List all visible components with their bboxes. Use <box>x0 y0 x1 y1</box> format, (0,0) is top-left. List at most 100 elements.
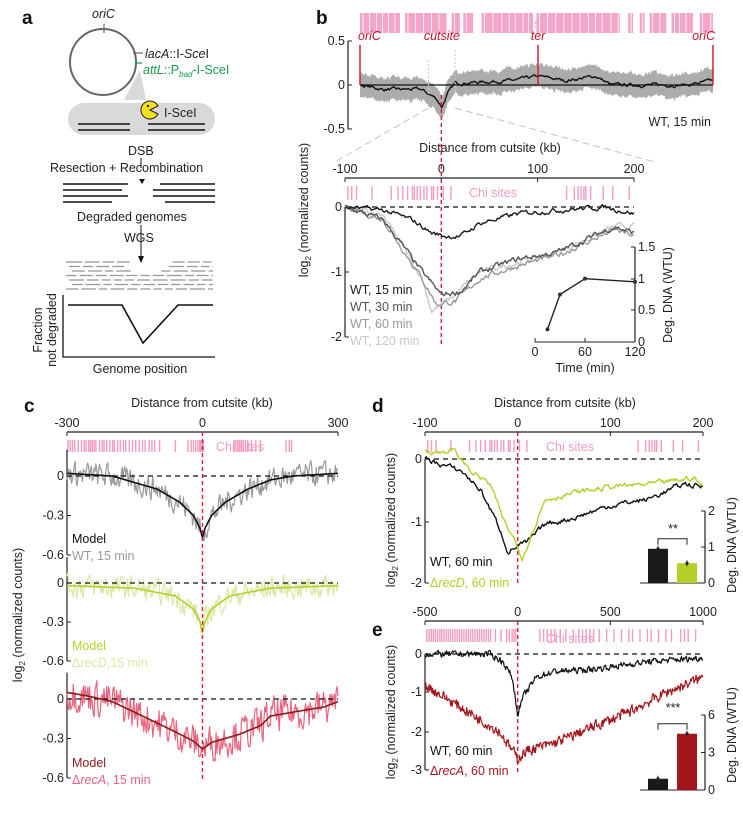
d-inset-replicate-dot <box>685 561 689 565</box>
e-x-tick-label: 1000 <box>689 605 717 619</box>
c-data-line <box>66 460 339 542</box>
laca-label: lacA::I-SceI <box>145 47 209 61</box>
cell-shape <box>68 103 215 135</box>
b-ylabel: log2 (normalized counts) <box>297 143 313 277</box>
e-series-line <box>424 649 704 717</box>
schematic-ylabel-1: Fraction <box>31 307 45 352</box>
promoter-arrow-icon <box>135 58 142 64</box>
d-inset-y-tick-label: 2 <box>708 504 715 518</box>
pacman-enzyme-icon <box>140 100 159 120</box>
c-y-tick-label: 0 <box>57 576 64 590</box>
e-inset-replicate-dot <box>685 732 689 736</box>
b-marker-label-oriC: oriC <box>692 29 716 43</box>
e-significance: *** <box>666 701 681 715</box>
chi-site-block <box>671 13 693 33</box>
c-x-tick-label: 0 <box>199 416 206 430</box>
c-legend-recd: ΔrecD,15 min <box>72 656 148 670</box>
b-legend-120: WT, 120 min <box>350 334 420 348</box>
b-legend-60: WT, 60 min <box>350 317 413 331</box>
b-zoom-y-tick-label: 0 <box>335 200 342 214</box>
chi-sites-label-d: Chi sites <box>546 440 594 454</box>
b-inset-xlabel: Time (min) <box>555 361 614 375</box>
b-inset-x-tick-label: 120 <box>625 345 646 359</box>
c-y-tick-label: -0.6 <box>42 654 64 668</box>
c-ylabel: log2 (normalized counts) <box>11 548 27 682</box>
e-x-tick-label: 500 <box>600 605 621 619</box>
d-legend-wt: WT, 60 min <box>430 555 493 569</box>
d-inset-bar <box>648 548 668 583</box>
c-legend-model-reca: Model <box>72 756 106 770</box>
c-x-tick-label: 300 <box>328 416 349 430</box>
panel-label-e: e <box>372 620 383 641</box>
b-inset-y-tick-label: 0 <box>638 335 645 349</box>
b-inset-point <box>583 276 587 281</box>
step-resection-label: Resection + Recombination <box>50 161 203 175</box>
schematic-profile-line <box>68 304 213 345</box>
enzyme-label: I-SceI <box>164 106 197 120</box>
e-inset-y-tick-label: 0 <box>708 783 715 797</box>
c-y-tick-label: -0.6 <box>42 548 64 562</box>
b-inset-y-tick-label: 1.5 <box>638 240 655 254</box>
b-marker-label-ter: ter <box>531 29 546 43</box>
d-inset-y-tick-label: 1 <box>708 540 715 554</box>
c-y-tick-label: 0 <box>57 469 64 483</box>
b-zoom-x-tick-label: -100 <box>332 162 357 176</box>
d-x-tick-label: 100 <box>600 416 621 430</box>
b-legend-15: WT, 15 min <box>350 283 413 297</box>
e-inset-ylabel: Deg. DNA (WTU) <box>725 687 739 783</box>
b-marker-label-cutsite: cutsite <box>424 29 460 43</box>
oric-label: oriC <box>92 7 116 21</box>
d-inset-replicate-dot <box>656 547 660 551</box>
e-y-tick-label: 0 <box>415 647 422 661</box>
chi-site-block <box>481 13 534 33</box>
b-zoom-series-line <box>344 203 635 240</box>
b-legend-30: WT, 30 min <box>350 300 413 314</box>
b-inset-y-tick-label: 0.5 <box>638 303 655 317</box>
d-legend-recd: ΔrecD, 60 min <box>430 576 509 590</box>
c-legend-reca: ΔrecA, 15 min <box>72 773 151 787</box>
c-legend-model-wt: Model <box>72 532 106 546</box>
c-y-tick-label: -0.3 <box>42 509 64 523</box>
chi-site-block <box>628 13 634 33</box>
e-inset-y-tick-label: 6 <box>708 708 715 722</box>
panel-e: Chi sites log2 (normalized counts) WT, 6… <box>384 632 739 783</box>
chi-site-block <box>451 13 460 33</box>
b-xlabel: Distance from cutsite (kb) <box>419 141 561 155</box>
e-y-tick-label: -3 <box>411 763 422 777</box>
b-zoom-y-tick-label: -2 <box>331 330 342 344</box>
e-inset-bar <box>648 778 668 790</box>
chi-site-block <box>639 13 645 33</box>
d-x-tick-label: -100 <box>412 416 437 430</box>
b-zoom-x-tick-label: 100 <box>527 162 548 176</box>
d-x-tick-label: 0 <box>514 416 521 430</box>
b-inset-point <box>633 279 637 284</box>
e-legend-reca: ΔrecA, 60 min <box>430 764 509 778</box>
d-inset-significance-bracket <box>657 538 688 545</box>
d-inset-y-tick-label: 0 <box>708 576 715 590</box>
panel-a-schematic: oriC lacA::I-SceI attL::Pbad-I-SceI I-Sc… <box>31 7 229 376</box>
b-zoom-x-tick-label: 200 <box>624 162 645 176</box>
e-legend-wt: WT, 60 min <box>430 744 493 758</box>
d-significance: ** <box>668 522 678 536</box>
b-top-y-tick-label: 0 <box>338 78 345 92</box>
d-ylabel: log2 (normalized counts) <box>384 453 400 587</box>
b-inset-point <box>558 292 562 297</box>
sequencing-reads <box>66 261 213 290</box>
b-top-y-tick-label: -0.5 <box>323 122 345 136</box>
c-y-tick-label: -0.3 <box>42 615 64 629</box>
e-inset-y-tick-label: 3 <box>708 746 715 760</box>
c-legend-wt: WT, 15 min <box>72 549 135 563</box>
schematic-xlabel: Genome position <box>93 362 188 376</box>
c-data-line <box>66 571 339 634</box>
b-inset-line <box>546 278 636 330</box>
e-inset-bar <box>677 733 697 790</box>
chi-sites-label-b: Chi sites <box>469 186 517 200</box>
d-inset-ylabel: Deg. DNA (WTU) <box>725 497 739 593</box>
b-inset-x-tick-label: 0 <box>532 345 539 359</box>
d-y-tick-label: -2 <box>411 576 422 590</box>
b-inset-ylabel: Deg. DNA (WTU) <box>661 247 675 343</box>
chi-site-block <box>536 13 620 33</box>
b-inset-y-tick-label: 1 <box>638 272 645 286</box>
zoom-connector <box>334 107 429 163</box>
d-inset-bar <box>677 563 697 583</box>
